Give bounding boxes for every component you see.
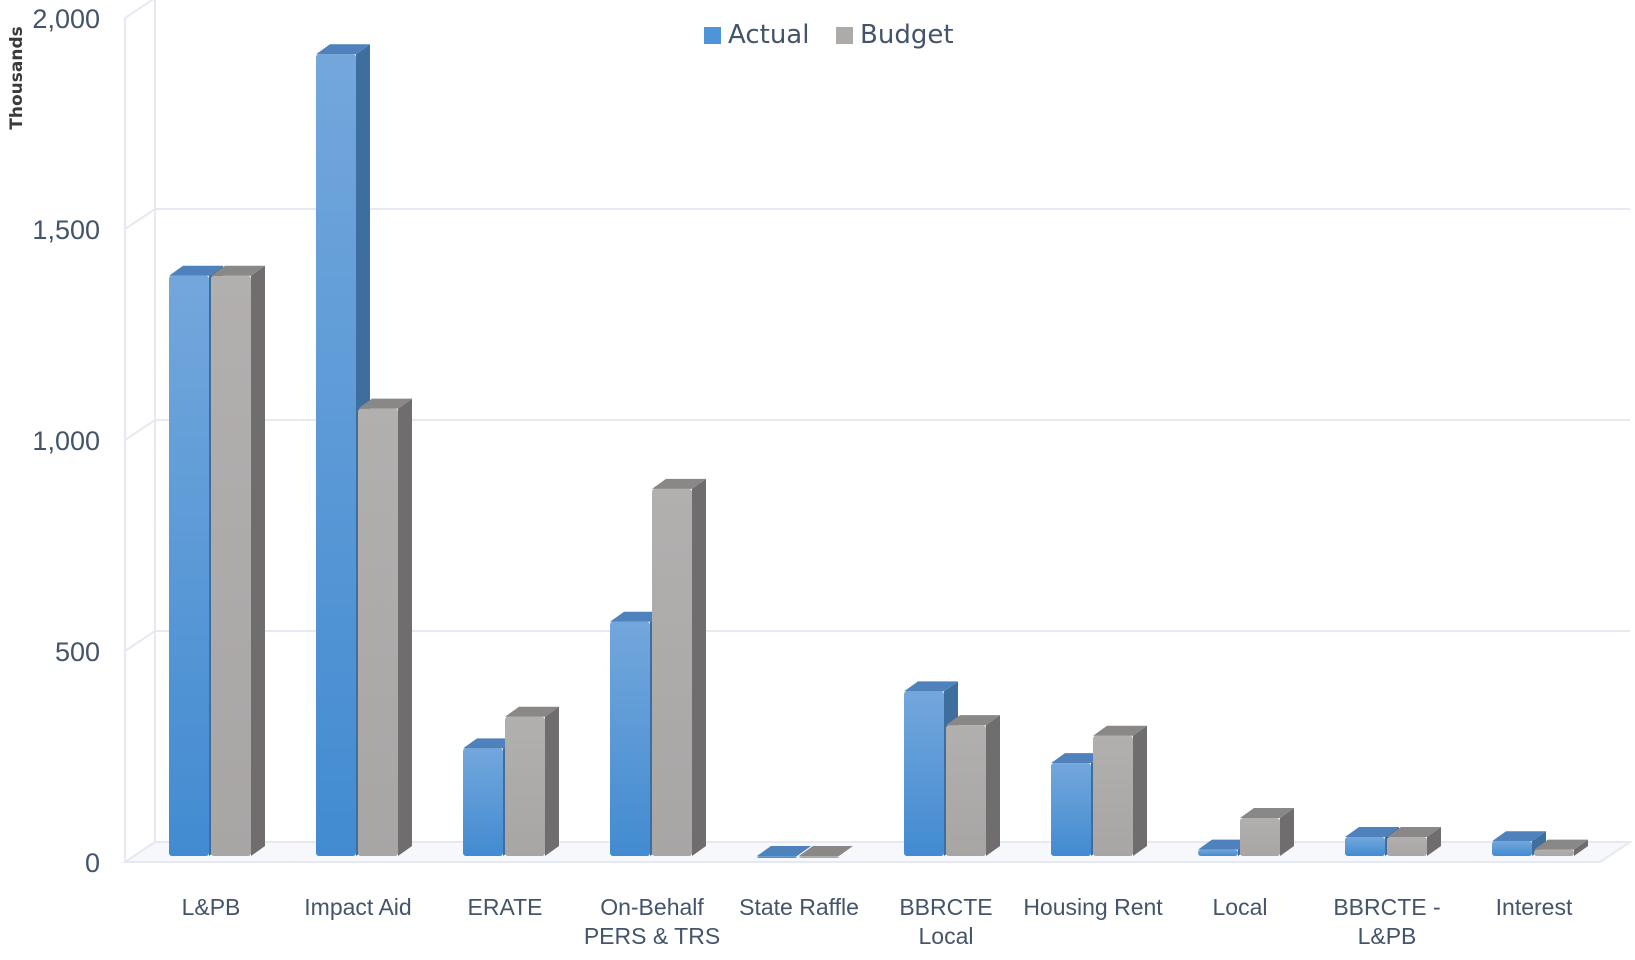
x-tick-label: BBRCTE Local bbox=[899, 894, 992, 949]
y-tick-label: 0 bbox=[85, 848, 100, 878]
bar-budget-landpb bbox=[211, 265, 265, 856]
bar-front bbox=[946, 725, 986, 856]
bar-budget-state-raffle bbox=[799, 846, 853, 858]
bar-side bbox=[251, 265, 265, 856]
bar-budget-bbrcte-local bbox=[946, 715, 1000, 856]
y-tick-label: 500 bbox=[55, 637, 100, 667]
bar-front bbox=[1492, 841, 1532, 856]
bar-top bbox=[169, 265, 223, 276]
bar-front bbox=[1534, 849, 1574, 856]
x-tick-label: Impact Aid bbox=[304, 894, 411, 920]
bar-actual-interest bbox=[1492, 831, 1546, 856]
bar-top bbox=[757, 846, 811, 856]
bar-side bbox=[1532, 831, 1546, 856]
bar-front bbox=[652, 488, 692, 856]
bar-budget-housing-rent bbox=[1093, 725, 1147, 856]
bar-budget-on-behalf-pers-and-trs bbox=[652, 478, 706, 856]
bar-front bbox=[1240, 818, 1280, 856]
bar-side bbox=[1427, 827, 1441, 856]
bar-top bbox=[1345, 827, 1399, 838]
bar-side bbox=[692, 478, 706, 856]
gridline-side bbox=[124, 0, 154, 19]
y-tick-label: 1,500 bbox=[32, 215, 100, 245]
legend-swatch bbox=[836, 27, 853, 44]
legend-label: Actual bbox=[728, 20, 809, 50]
bar-front bbox=[316, 54, 356, 856]
legend: Actual Budget bbox=[704, 20, 954, 50]
legend-swatch bbox=[704, 27, 721, 44]
bar-budget-impact-aid bbox=[358, 398, 412, 856]
x-tick-label: ERATE bbox=[468, 894, 543, 920]
bar-top bbox=[946, 715, 1000, 726]
gridline-side bbox=[124, 630, 156, 652]
bar-front bbox=[505, 716, 545, 856]
bar-front bbox=[463, 748, 503, 856]
x-tick-label: On-Behalf PERS & TRS bbox=[584, 894, 720, 949]
bar-front bbox=[1051, 763, 1091, 856]
bar-front bbox=[799, 856, 839, 858]
bar-side bbox=[398, 398, 412, 856]
bar-top bbox=[316, 44, 370, 55]
bar-top bbox=[1492, 831, 1546, 842]
bar-top bbox=[211, 265, 265, 276]
bar-front bbox=[904, 691, 944, 856]
bar-top bbox=[1387, 827, 1441, 838]
bar-front bbox=[1387, 837, 1427, 856]
bar-side bbox=[1133, 725, 1147, 856]
legend-label: Budget bbox=[860, 20, 954, 50]
bar-budget-bbrcte-landpb bbox=[1387, 827, 1441, 856]
bar-front bbox=[169, 275, 209, 856]
bar-top bbox=[358, 398, 412, 409]
bar-front bbox=[610, 621, 650, 856]
bar-side bbox=[986, 715, 1000, 856]
bar-front bbox=[1198, 849, 1238, 856]
bar-top bbox=[1240, 808, 1294, 819]
y-tick-label: 2,000 bbox=[32, 4, 100, 34]
bar-front bbox=[211, 275, 251, 856]
y-axis-title: Thousands bbox=[7, 26, 27, 129]
bar-budget-local bbox=[1240, 808, 1294, 856]
bar-top bbox=[799, 846, 853, 856]
bar-front bbox=[358, 408, 398, 856]
bar-front bbox=[1093, 735, 1133, 856]
legend-item-budget: Budget bbox=[836, 20, 954, 50]
bar-budget-erate bbox=[505, 706, 559, 856]
bar-top bbox=[652, 478, 706, 489]
gridline-side bbox=[124, 208, 156, 230]
x-tick-label: Interest bbox=[1496, 894, 1573, 920]
bar-actual-state-raffle bbox=[757, 846, 811, 858]
bar-top bbox=[904, 681, 958, 692]
bar-top bbox=[1198, 839, 1252, 850]
bar-top bbox=[1534, 839, 1588, 850]
x-tick-label: L&PB bbox=[182, 894, 241, 920]
bar-side bbox=[1574, 839, 1588, 856]
y-tick-label: 1,000 bbox=[32, 426, 100, 456]
bar-top bbox=[610, 611, 664, 622]
x-tick-label: Local bbox=[1213, 894, 1268, 920]
x-tick-label: Housing Rent bbox=[1023, 894, 1163, 920]
x-tick-label: State Raffle bbox=[739, 894, 859, 920]
bars bbox=[169, 44, 1588, 858]
bar-side bbox=[545, 706, 559, 856]
bar-top bbox=[505, 706, 559, 717]
gridline-side bbox=[124, 419, 156, 441]
bar-front bbox=[757, 856, 797, 858]
bar-top bbox=[1093, 725, 1147, 736]
bar-top bbox=[463, 738, 517, 749]
bar-budget-interest bbox=[1534, 839, 1588, 856]
legend-item-actual: Actual bbox=[704, 20, 809, 50]
bar-top bbox=[1051, 753, 1105, 764]
bar-side bbox=[1280, 808, 1294, 856]
x-tick-label: BBRCTE -L&PB bbox=[1333, 894, 1440, 949]
bar-front bbox=[1345, 837, 1385, 856]
